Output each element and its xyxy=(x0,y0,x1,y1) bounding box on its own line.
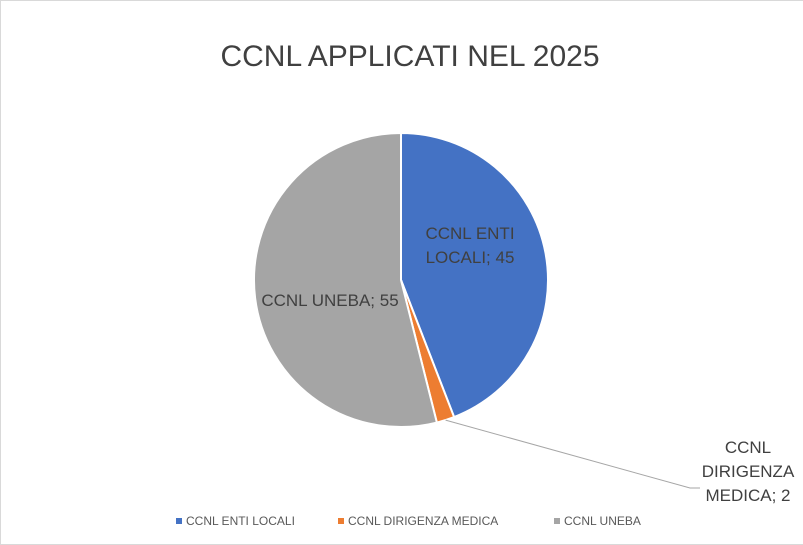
data-label: CCNL UNEBA; 55 xyxy=(261,291,399,310)
legend-label: CCNL DIRIGENZA MEDICA xyxy=(348,514,498,528)
leader-line xyxy=(445,419,700,489)
data-label: CCNL DIRIGENZA MEDICA; 2 xyxy=(701,438,795,505)
legend-label: CCNL UNEBA xyxy=(564,514,641,528)
legend-swatch xyxy=(176,518,182,524)
legend-swatch xyxy=(338,518,344,524)
pie-slice xyxy=(253,131,439,428)
legend-swatch xyxy=(554,518,560,524)
chart-title: CCNL APPLICATI NEL 2025 xyxy=(220,40,599,73)
legend-label: CCNL ENTI LOCALI xyxy=(186,514,295,528)
data-label: CCNL ENTI LOCALI; 45 xyxy=(425,224,515,267)
pie-slice xyxy=(400,131,549,419)
